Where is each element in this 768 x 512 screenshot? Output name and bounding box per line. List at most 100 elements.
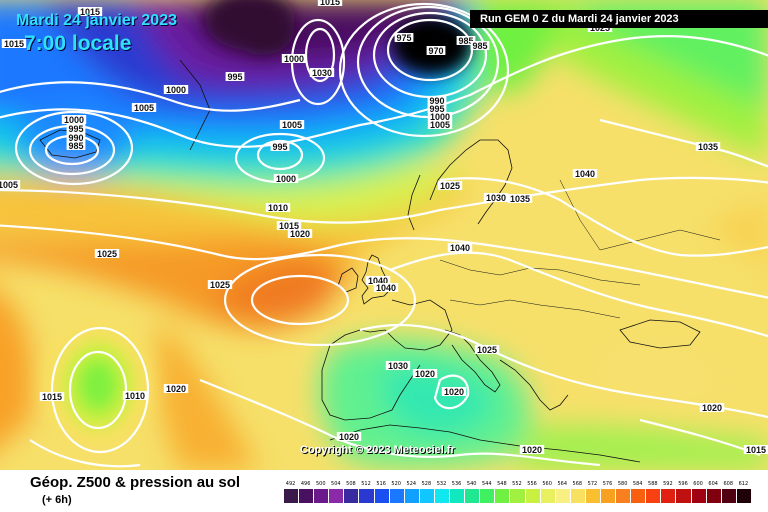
svg-text:1020: 1020 xyxy=(522,445,542,455)
scale-step: 600 xyxy=(690,481,706,505)
svg-text:1000: 1000 xyxy=(276,174,296,184)
svg-text:1040: 1040 xyxy=(368,276,388,286)
svg-text:985: 985 xyxy=(68,141,83,151)
pressure-label: 1005 xyxy=(131,103,157,113)
scale-value: 496 xyxy=(300,481,311,487)
scale-value: 604 xyxy=(708,481,718,487)
pressure-label: 995 xyxy=(427,104,447,114)
pressure-label: 1030 xyxy=(385,361,411,371)
scale-value: 500 xyxy=(315,481,326,487)
scale-value: 576 xyxy=(602,481,613,487)
pressure-label: 1040 xyxy=(373,283,399,293)
pressure-label: 1030 xyxy=(483,193,509,203)
scale-step: 540 xyxy=(464,481,480,505)
svg-text:1005: 1005 xyxy=(282,120,302,130)
model-run-info: Run GEM 0 Z du Mardi 24 janvier 2023 xyxy=(470,10,768,28)
forecast-lead-time: (+ 6h) xyxy=(42,494,72,506)
pressure-label: 1015 xyxy=(1,39,27,49)
svg-text:995: 995 xyxy=(227,72,242,82)
pressure-label: 995 xyxy=(66,124,86,134)
svg-text:1015: 1015 xyxy=(320,0,340,7)
pressure-label: 1035 xyxy=(695,142,721,152)
pressure-label: 1005 xyxy=(0,180,21,190)
scale-step: 532 xyxy=(433,481,450,505)
svg-text:1005: 1005 xyxy=(134,103,154,113)
scale-value: 588 xyxy=(648,481,658,487)
svg-text:1000: 1000 xyxy=(284,54,304,64)
scale-step: 504 xyxy=(328,481,344,505)
scale-swatch xyxy=(524,489,540,503)
pressure-label: 990 xyxy=(427,96,447,106)
svg-text:1030: 1030 xyxy=(388,361,408,371)
pressure-label: 990 xyxy=(66,133,86,143)
svg-text:1010: 1010 xyxy=(268,203,288,213)
svg-text:1025: 1025 xyxy=(440,181,460,191)
svg-text:1015: 1015 xyxy=(279,221,299,231)
scale-swatch xyxy=(298,489,314,503)
pressure-label: 1035 xyxy=(507,194,533,204)
scale-step: 496 xyxy=(298,481,314,505)
svg-text:985: 985 xyxy=(458,36,473,46)
scale-step: 556 xyxy=(524,481,540,505)
svg-text:1020: 1020 xyxy=(415,369,435,379)
pressure-label: 1020 xyxy=(163,384,189,394)
scale-step: 592 xyxy=(660,481,676,505)
scale-step: 528 xyxy=(418,481,434,505)
copyright-notice: Copyright © 2023 Meteociel.fr xyxy=(300,444,455,456)
scale-value: 504 xyxy=(331,481,341,487)
svg-text:1020: 1020 xyxy=(166,384,186,394)
svg-text:1030: 1030 xyxy=(486,193,506,203)
scale-swatch xyxy=(283,489,299,503)
scale-swatch xyxy=(403,489,419,503)
pressure-label: 1020 xyxy=(441,387,467,397)
svg-text:1020: 1020 xyxy=(444,387,464,397)
pressure-label: 1010 xyxy=(122,391,148,401)
pressure-label: 1005 xyxy=(279,120,305,130)
scale-value: 592 xyxy=(663,481,673,487)
scale-step: 588 xyxy=(645,481,661,505)
scale-swatch xyxy=(494,489,510,503)
scale-swatch xyxy=(584,489,600,503)
svg-text:1015: 1015 xyxy=(80,7,100,17)
scale-swatch xyxy=(373,489,389,503)
scale-step: 508 xyxy=(343,481,359,505)
pressure-label: 995 xyxy=(225,72,245,82)
scale-step: 576 xyxy=(599,481,616,505)
scale-step: 500 xyxy=(313,481,329,505)
scale-swatch xyxy=(343,489,359,503)
scale-step: 544 xyxy=(479,481,495,505)
pressure-label: 1040 xyxy=(365,276,391,286)
svg-text:1020: 1020 xyxy=(339,432,359,442)
svg-text:975: 975 xyxy=(396,33,411,43)
scale-value: 584 xyxy=(632,481,643,487)
pressure-label: 1010 xyxy=(265,203,291,213)
scale-swatch xyxy=(358,489,374,503)
pressure-label: 1000 xyxy=(281,54,307,64)
scale-value: 516 xyxy=(376,481,386,487)
isobar-labels: 1015101510159759709859859951000100010301… xyxy=(0,0,768,455)
pressure-label: 1015 xyxy=(276,221,302,231)
svg-text:1035: 1035 xyxy=(698,142,718,152)
scale-value: 568 xyxy=(572,481,583,487)
scale-value: 508 xyxy=(346,481,356,487)
scale-step: 596 xyxy=(675,481,691,505)
scale-value: 528 xyxy=(421,481,432,487)
svg-text:1000: 1000 xyxy=(166,85,186,95)
scale-value: 572 xyxy=(587,481,598,487)
svg-text:970: 970 xyxy=(428,46,443,56)
pressure-label: 1020 xyxy=(287,229,313,239)
scale-step: 608 xyxy=(720,481,736,505)
scale-value: 548 xyxy=(497,481,507,487)
scale-swatch xyxy=(433,489,450,503)
svg-text:1000: 1000 xyxy=(430,112,450,122)
scale-swatch xyxy=(539,489,555,503)
scale-step: 516 xyxy=(373,481,389,505)
svg-text:1005: 1005 xyxy=(0,180,18,190)
scale-value: 600 xyxy=(693,481,703,487)
pressure-label: 975 xyxy=(394,33,414,43)
scale-swatch xyxy=(464,489,480,503)
pressure-label: 1000 xyxy=(273,174,299,184)
scale-step: 580 xyxy=(615,481,631,505)
scale-swatch xyxy=(554,489,570,503)
scale-swatch xyxy=(660,489,676,503)
